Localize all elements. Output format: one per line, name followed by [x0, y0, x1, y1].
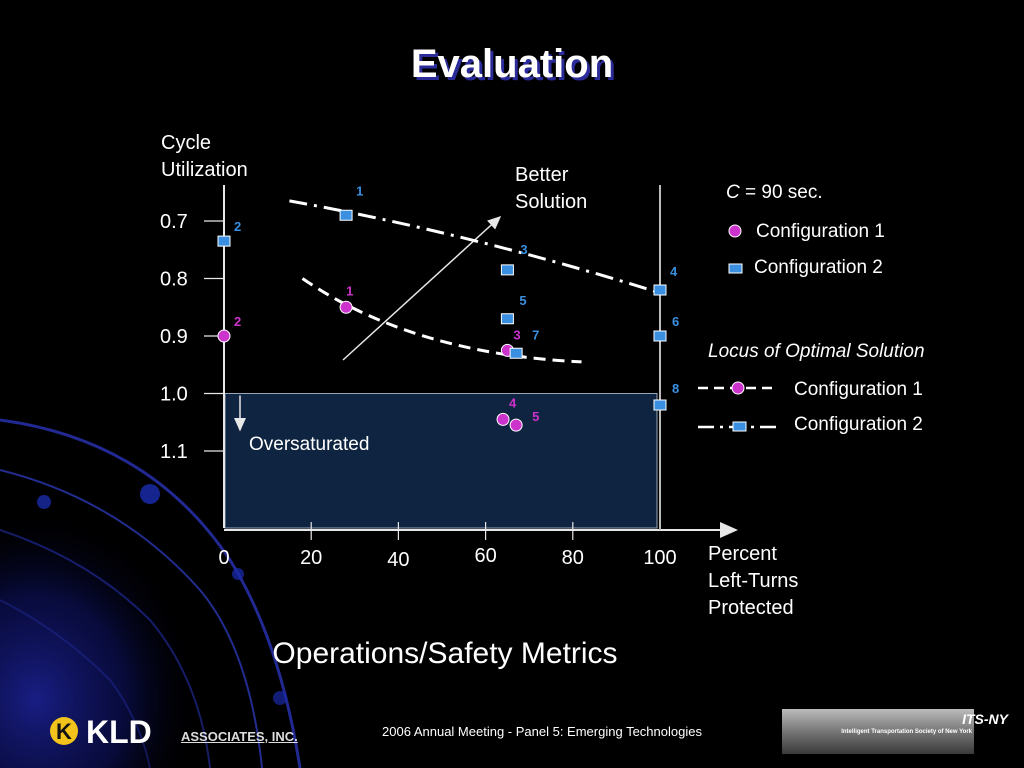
- x-tick-label: 40: [387, 549, 409, 571]
- x-axis-label-line1: Percent: [708, 543, 777, 565]
- y-tick-label: 0.8: [160, 269, 188, 291]
- y-tick-label: 0.7: [160, 211, 188, 233]
- config2-point-6: [653, 330, 667, 342]
- kld-logo-icon: K: [50, 717, 78, 745]
- config2-point-label: 5: [519, 293, 526, 308]
- config2-point-1: [339, 209, 353, 221]
- x-axis-label-line3: Protected: [708, 597, 794, 619]
- config1-point-label: 2: [234, 314, 241, 329]
- config1-point-4: [496, 412, 510, 426]
- legend-config1-label: Configuration 1: [756, 221, 885, 242]
- x-axis-label-line2: Left-Turns: [708, 570, 799, 592]
- x-tick-label: 20: [300, 547, 322, 569]
- better-solution-line1: Better: [515, 164, 569, 186]
- locus-legend-config1-marker: [731, 381, 745, 395]
- better-solution-arrow: [342, 215, 502, 361]
- config2-point-label: 2: [234, 219, 241, 234]
- oversaturated-label: Oversaturated: [249, 434, 370, 455]
- config2-point-label: 3: [520, 242, 527, 257]
- footer-text: 2006 Annual Meeting - Panel 5: Emerging …: [382, 724, 702, 739]
- config2-point-label: 4: [670, 264, 678, 279]
- y-axis-label-line1: Cycle: [161, 132, 212, 154]
- cycle-value: = 90 sec.: [739, 182, 823, 203]
- config2-point-3: [500, 264, 514, 276]
- y-tick-label: 1.1: [160, 441, 188, 463]
- config2-point-label: 6: [672, 314, 679, 329]
- config1-point-label: 5: [532, 409, 539, 424]
- x-axis-label: Percent Left-Turns Protected: [708, 541, 798, 622]
- config2-point-label: 1: [356, 183, 363, 198]
- locus-title: Locus of Optimal Solution: [708, 341, 925, 362]
- config2-point-label: 7: [532, 327, 539, 342]
- itsny-logo-name: ITS-NY: [962, 711, 1008, 727]
- y-axis-label-line2: Utilization: [161, 159, 248, 181]
- config1-point-1: [339, 300, 353, 314]
- y-tick-label: 0.9: [160, 326, 188, 348]
- cycle-note: C = 90 sec.: [726, 182, 823, 204]
- config1-point-5: [509, 418, 523, 432]
- config2-point-4: [653, 284, 667, 296]
- y-axis-label: Cycle Utilization: [161, 130, 248, 184]
- slide-title: Evaluation: [410, 42, 614, 86]
- locus-config2-label: Configuration 2: [794, 414, 923, 435]
- locus-config1-label: Configuration 1: [794, 379, 923, 400]
- legend-config1-marker: [728, 224, 742, 238]
- itsny-logo: [782, 709, 974, 754]
- better-solution-line2: Solution: [515, 191, 588, 213]
- oversaturated-region: [224, 393, 658, 529]
- slide-subtitle: Operations/Safety Metrics: [272, 637, 618, 670]
- x-tick-label: 80: [562, 547, 584, 569]
- x-tick-label: 60: [474, 545, 496, 567]
- config1-point-2: [217, 329, 231, 343]
- config2-point-2: [217, 235, 231, 247]
- legend-config2-label: Configuration 2: [754, 257, 883, 278]
- config1-point-label: 1: [346, 283, 353, 298]
- locus-curve-2: [289, 199, 661, 295]
- legend-config2-marker: [728, 263, 743, 274]
- kld-logo-suffix: ASSOCIATES, INC.: [181, 729, 298, 744]
- config1-point-label: 4: [509, 395, 517, 410]
- cycle-variable: C: [726, 182, 740, 203]
- config2-point-8: [653, 399, 667, 411]
- locus-legend-config2-marker: [732, 421, 747, 432]
- x-tick-label: 0: [218, 547, 229, 569]
- config1-point-label: 3: [513, 327, 520, 342]
- x-tick-label: 100: [643, 547, 676, 569]
- config2-point-5: [500, 313, 514, 325]
- y-tick-label: 1.0: [160, 384, 188, 406]
- locus-curve-1: [301, 277, 582, 364]
- config2-point-7: [509, 347, 523, 359]
- better-solution-label: Better Solution: [515, 162, 587, 216]
- kld-logo-name: KLD: [86, 714, 152, 750]
- config2-point-label: 8: [672, 381, 679, 396]
- itsny-logo-tagline: Intelligent Transportation Society of Ne…: [841, 729, 972, 735]
